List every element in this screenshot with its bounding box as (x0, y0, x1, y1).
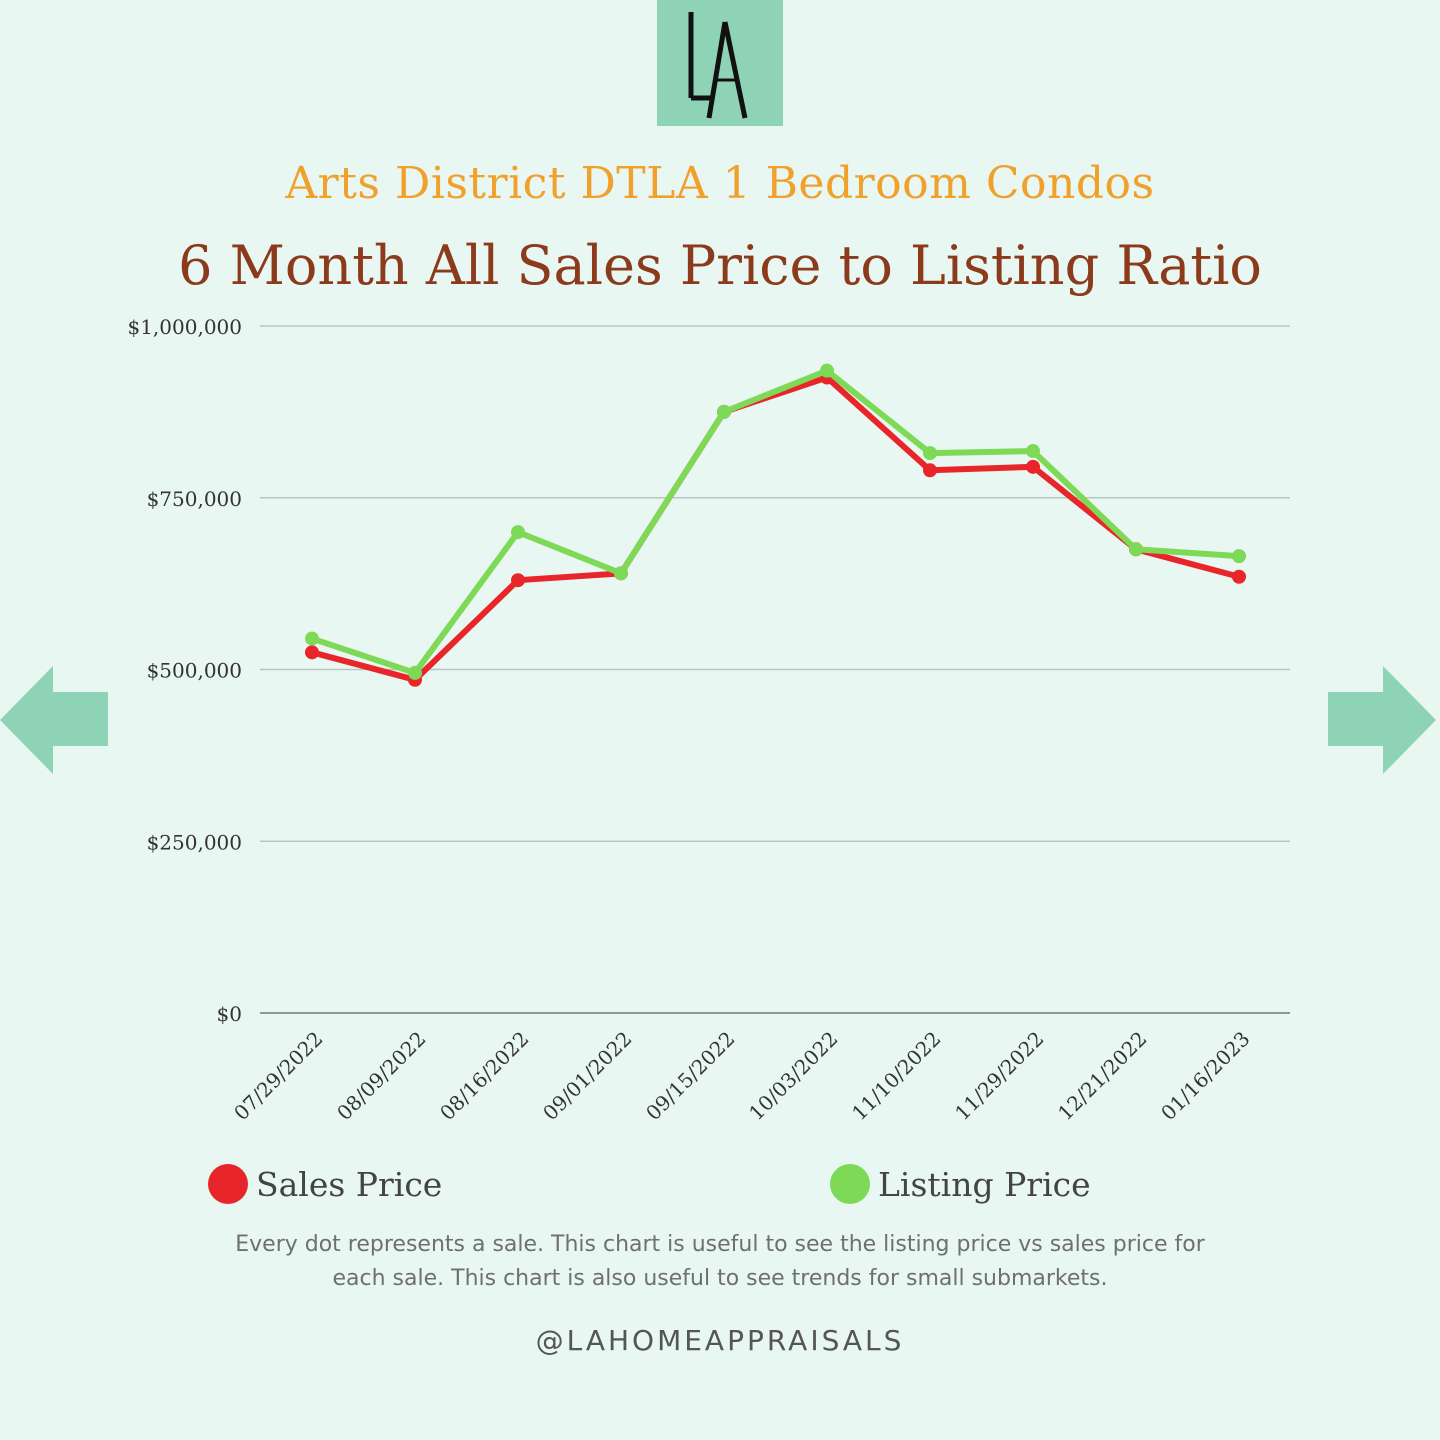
la-logo-icon (688, 12, 748, 119)
legend-dot-sales-icon (208, 1164, 248, 1204)
page-title: Arts District DTLA 1 Bedroom Condos (285, 158, 1155, 209)
x-tick-label: 08/09/2022 (332, 1027, 430, 1125)
page-subtitle: 6 Month All Sales Price to Listing Ratio (178, 234, 1262, 297)
x-tick-label: 10/03/2022 (744, 1027, 842, 1125)
data-point-listing-price (305, 631, 319, 646)
y-tick-label: $1,000,000 (127, 315, 242, 339)
data-point-listing-price (614, 566, 628, 581)
series-line-sales-price (309, 374, 1242, 683)
data-point-sales-price (511, 573, 525, 588)
brand-logo (657, 0, 783, 126)
x-tick-label: 09/01/2022 (538, 1027, 636, 1125)
legend-label-sales: Sales Price (256, 1164, 443, 1204)
chart-note: Every dot represents a sale. This chart … (235, 1232, 1205, 1291)
data-point-listing-price (1129, 542, 1143, 557)
data-point-listing-price (820, 363, 834, 378)
data-point-listing-price (408, 665, 422, 680)
series-line-listing-price (309, 367, 1242, 676)
y-tick-label: $500,000 (147, 659, 242, 683)
arrow-right-icon[interactable] (1328, 666, 1436, 774)
legend-label-listing: Listing Price (878, 1164, 1091, 1204)
social-handle: @LAHOMEAPPRAISALS (535, 1324, 905, 1357)
data-point-listing-price (717, 404, 731, 419)
data-point-listing-price (923, 446, 937, 461)
legend-item-listing: Listing Price (830, 1164, 1091, 1204)
x-tick-label: 01/16/2023 (1156, 1027, 1254, 1125)
data-point-sales-price (1026, 459, 1040, 474)
data-point-listing-price (1232, 549, 1246, 564)
x-tick-label: 08/16/2022 (435, 1027, 533, 1125)
x-tick-label: 07/29/2022 (229, 1027, 327, 1125)
data-point-sales-price (305, 645, 319, 660)
legend-dot-listing-icon (830, 1164, 870, 1204)
x-tick-label: 11/29/2022 (950, 1027, 1048, 1125)
x-tick-label: 11/10/2022 (847, 1027, 945, 1125)
x-tick-label: 09/15/2022 (641, 1027, 739, 1125)
y-tick-label: $750,000 (147, 487, 242, 511)
data-point-sales-price (1232, 569, 1246, 584)
data-point-sales-price (923, 463, 937, 478)
x-tick-label: 12/21/2022 (1053, 1027, 1151, 1125)
arrow-left-icon[interactable] (0, 666, 108, 774)
y-tick-label: $250,000 (147, 830, 242, 854)
legend-item-sales: Sales Price (208, 1164, 442, 1204)
y-tick-label: $0 (217, 1002, 242, 1026)
data-point-listing-price (511, 525, 525, 540)
data-point-listing-price (1026, 444, 1040, 459)
line-chart: $1,000,000 $750,000 $500,000 $250,000 $007/2… (127, 315, 1290, 1125)
